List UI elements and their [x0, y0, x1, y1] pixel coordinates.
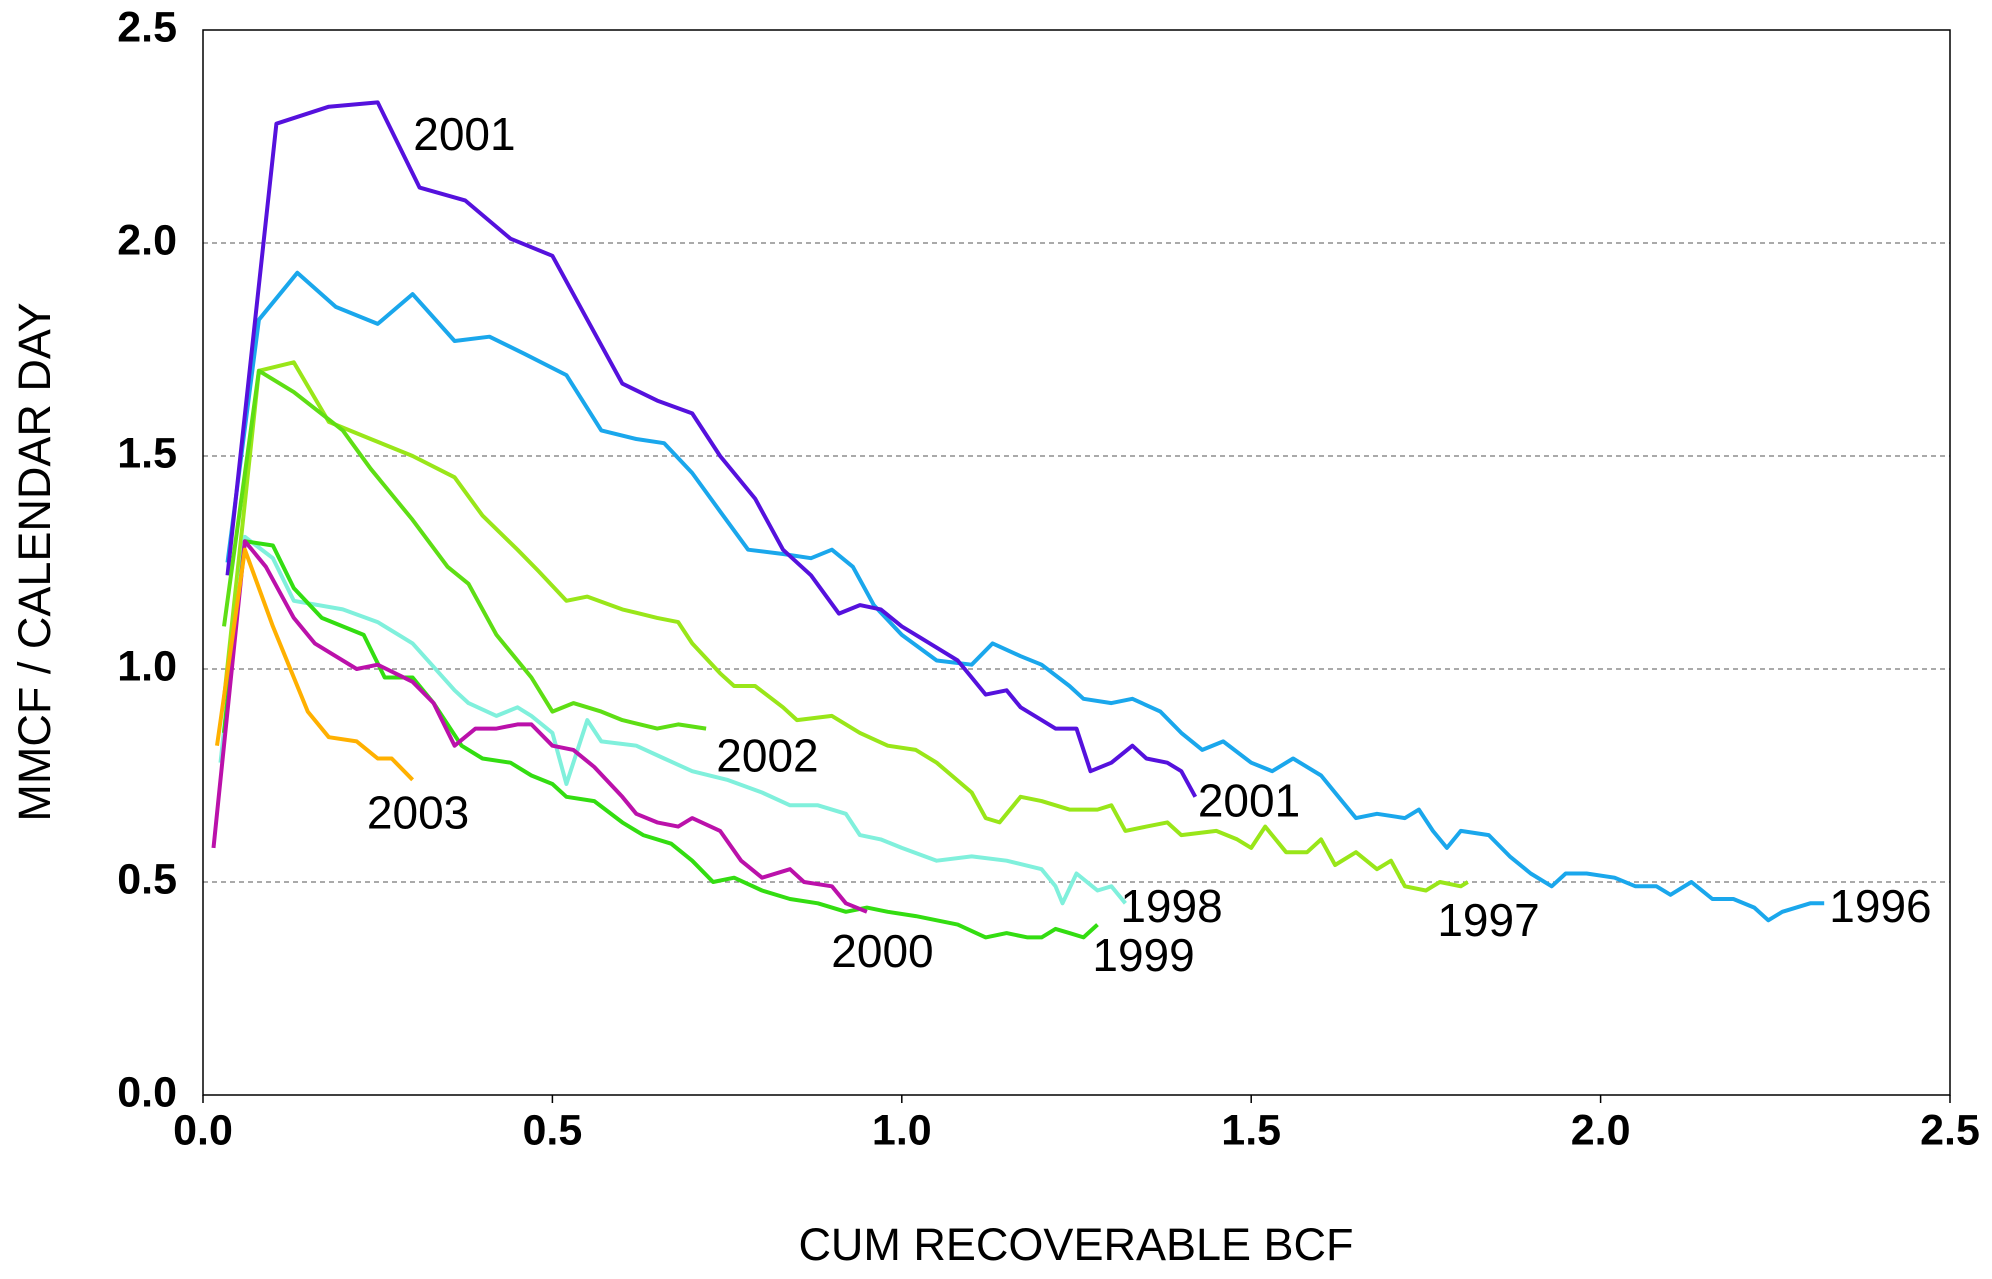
- y-tick-label: 2.5: [117, 3, 177, 51]
- y-tick-label: 0.0: [117, 1068, 177, 1116]
- x-tick-label: 1.5: [1221, 1106, 1281, 1154]
- series-label: 2002: [716, 729, 818, 781]
- x-tick-label: 2.0: [1571, 1106, 1631, 1154]
- y-tick-label: 2.0: [117, 216, 177, 264]
- series-label: 2003: [367, 787, 469, 839]
- x-axis-title: CUM RECOVERABLE BCF: [798, 1219, 1353, 1270]
- annotation: 2001: [413, 108, 515, 160]
- series-line: [218, 534, 1127, 906]
- series-line: [222, 360, 1469, 893]
- series-line: [222, 539, 1099, 940]
- y-tick-label: 1.5: [117, 429, 177, 477]
- series-line: [211, 539, 868, 914]
- y-axis-title: MMCF / CALENDAR DAY: [9, 302, 60, 821]
- series-line: [225, 270, 1825, 923]
- series-label: 1996: [1829, 880, 1931, 932]
- series-line: [225, 100, 1198, 798]
- series-label: 1998: [1120, 880, 1222, 932]
- x-tick-label: 1.0: [872, 1106, 932, 1154]
- x-tick-label: 2.5: [1920, 1106, 1980, 1154]
- y-tick-label: 1.0: [117, 642, 177, 690]
- series-label: 2001: [1198, 775, 1300, 827]
- series-label: 2000: [831, 925, 933, 977]
- plot-frame: [202, 29, 1951, 1096]
- x-tick-label: 0.5: [523, 1106, 583, 1154]
- x-tick-label: 0.0: [173, 1106, 233, 1154]
- y-tick-label: 0.5: [117, 855, 177, 903]
- series-label: 1997: [1437, 894, 1539, 946]
- series-line: [215, 547, 415, 782]
- series-label: 1999: [1092, 929, 1194, 981]
- series-line: [222, 368, 707, 731]
